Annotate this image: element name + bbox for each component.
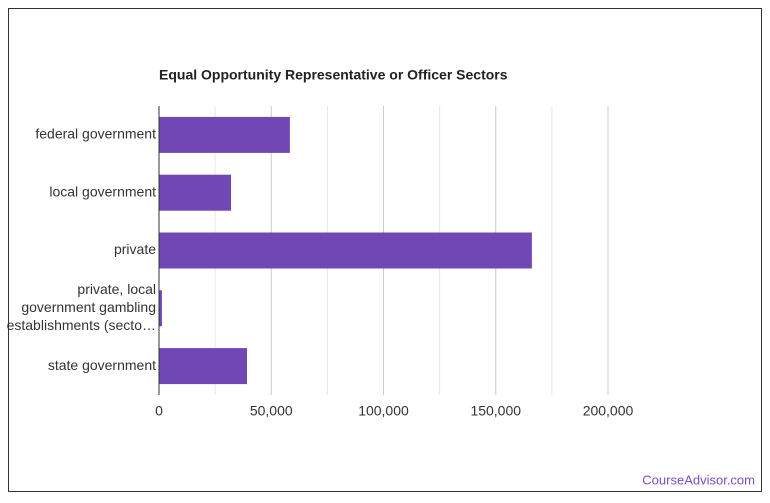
- x-tick-label: 150,000: [470, 403, 521, 419]
- x-tick-label: 200,000: [583, 403, 634, 419]
- x-tick-label: 100,000: [358, 403, 409, 419]
- bar: [159, 290, 162, 327]
- y-tick-label: local government: [49, 183, 156, 199]
- chart-title: Equal Opportunity Representative or Offi…: [159, 67, 508, 83]
- x-tick-label: 50,000: [250, 403, 293, 419]
- bar: [159, 232, 532, 269]
- footer[interactable]: CourseAdvisor.com: [642, 472, 755, 487]
- bar: [159, 116, 290, 153]
- x-tick-label: 0: [155, 403, 163, 419]
- y-tick-label: government gambling: [21, 299, 156, 315]
- y-tick-label: private, local: [77, 281, 156, 297]
- bar: [159, 348, 248, 385]
- y-tick-label: federal government: [35, 126, 156, 142]
- y-tick-label: establishments (secto…: [7, 317, 156, 333]
- y-tick-label: state government: [48, 357, 156, 373]
- bar: [159, 174, 232, 211]
- y-tick-label: private: [114, 241, 156, 257]
